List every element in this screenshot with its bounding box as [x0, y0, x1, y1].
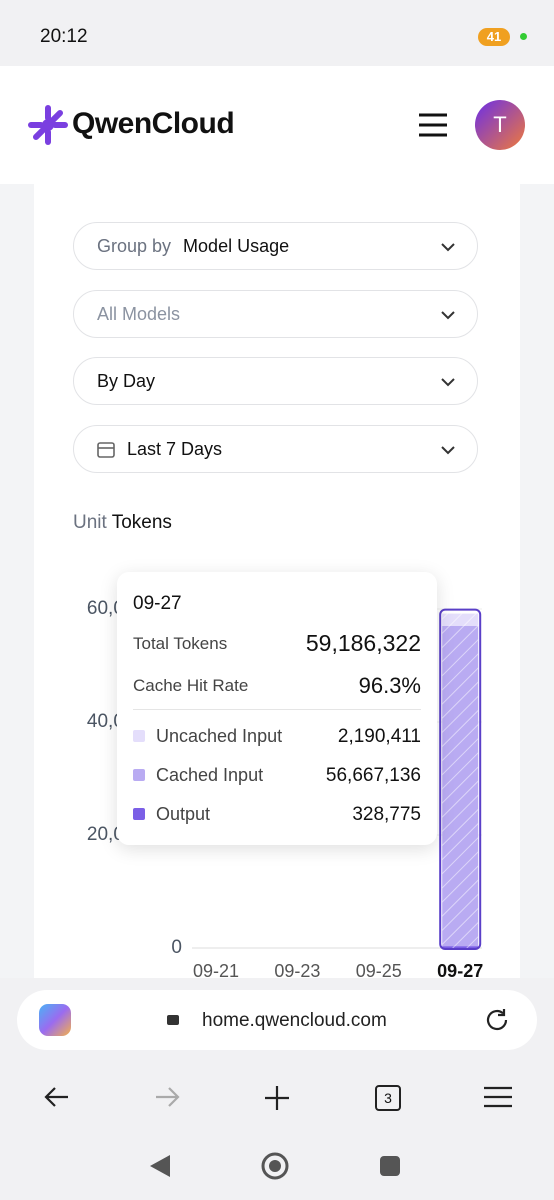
unit-label: Unit	[73, 512, 107, 533]
legend-name: Cached Input	[156, 765, 264, 785]
unit: Unit Tokens	[73, 512, 172, 534]
granularity-select[interactable]: By Day	[73, 357, 478, 405]
group-select[interactable]: Group by Model Usage	[73, 222, 478, 270]
legend-value: 2,190,411	[337, 726, 421, 747]
status-bar: 20:12 41	[0, 0, 554, 66]
x-tick-label: 09-25	[356, 961, 402, 981]
brand: QwenCloud	[72, 107, 235, 140]
calendar-icon	[97, 442, 115, 458]
forward[interactable]	[154, 1086, 180, 1108]
menu[interactable]	[419, 113, 447, 137]
legend-swatch	[133, 730, 145, 742]
label: Group by	[97, 235, 172, 256]
dot	[520, 33, 527, 40]
hatch	[442, 946, 479, 948]
tooltip-date: 09-27	[133, 593, 182, 614]
chevron	[441, 378, 455, 387]
y-tick-label: 0	[171, 937, 182, 958]
browser-icon	[39, 1004, 71, 1036]
legend-name: Output	[156, 804, 211, 824]
hit-value: 96.3%	[358, 673, 421, 698]
chevron	[441, 243, 455, 252]
legend-value: 56,667,136	[325, 765, 421, 786]
browser-bar: home.qwencloud.com 3	[0, 978, 554, 1200]
legend-swatch	[133, 769, 145, 781]
new-tab[interactable]	[264, 1085, 290, 1111]
time: 20:12	[40, 26, 88, 47]
unit-value: Tokens	[111, 512, 172, 533]
value: Model Usage	[183, 235, 290, 256]
hit-label: Cache Hit Rate	[133, 676, 249, 695]
hatch	[442, 613, 479, 626]
back[interactable]	[44, 1086, 70, 1108]
x-tick-label: 09-23	[274, 961, 320, 981]
model-select[interactable]: All Models	[73, 290, 478, 338]
range-select[interactable]: Last 7 Days	[73, 425, 478, 473]
legend-name: Uncached Input	[156, 726, 283, 746]
x-tick-label: 09-27	[437, 961, 483, 981]
avatar[interactable]: T	[475, 100, 525, 150]
url: home.qwencloud.com	[202, 1010, 387, 1031]
total-value: 59,186,322	[305, 630, 421, 656]
tooltip: 09-27 Total Tokens 59,186,322 Cache Hit …	[117, 572, 437, 845]
legend-swatch	[133, 808, 145, 820]
reload[interactable]	[484, 1007, 510, 1033]
browser-menu[interactable]	[484, 1086, 512, 1108]
value: All Models	[97, 303, 181, 324]
total-label: Total Tokens	[133, 634, 228, 653]
lock	[167, 1015, 179, 1025]
tab-count[interactable]: 3	[375, 1085, 401, 1111]
header: QwenCloud T	[0, 66, 554, 184]
chevron	[441, 311, 455, 320]
system-nav	[150, 1152, 400, 1180]
x-tick-label: 09-21	[193, 961, 239, 981]
legend-value: 328,775	[352, 804, 421, 825]
value: Last 7 Days	[127, 438, 223, 459]
url-bar[interactable]: home.qwencloud.com	[17, 990, 537, 1050]
value: By Day	[97, 370, 156, 391]
logo	[28, 105, 68, 145]
chevron	[441, 446, 455, 455]
hatch	[442, 625, 479, 947]
bar-outline	[439, 608, 482, 950]
divider	[133, 709, 421, 710]
battery: 41	[478, 28, 510, 46]
